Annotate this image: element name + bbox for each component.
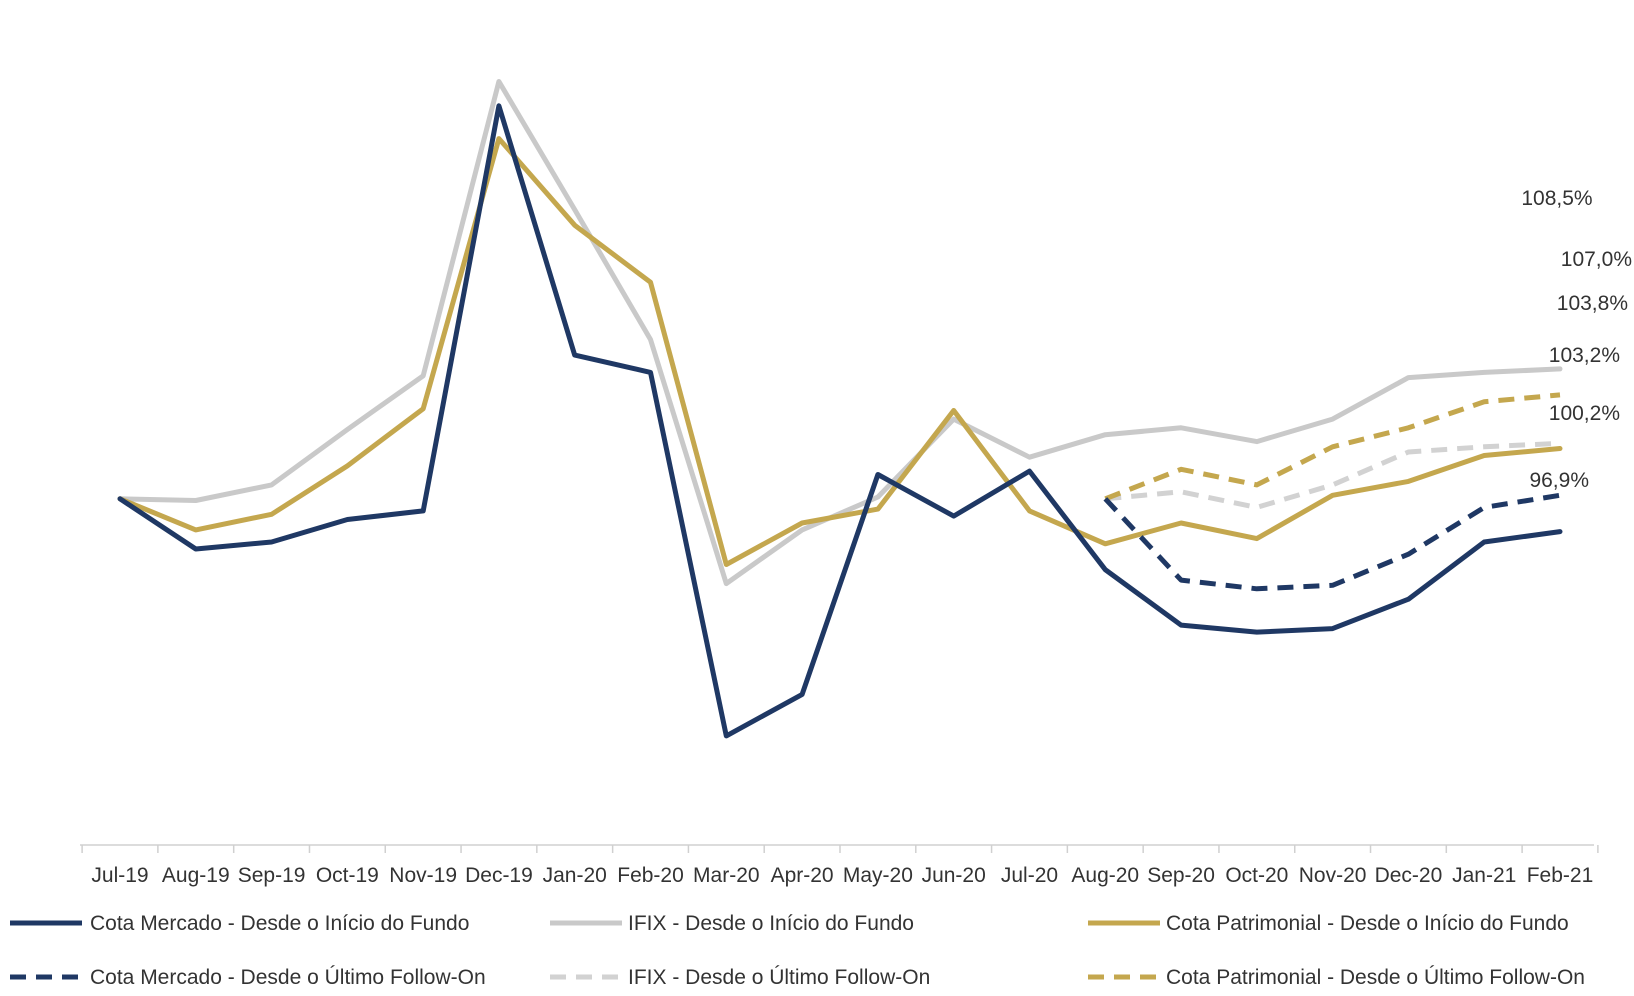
legend-label: Cota Mercado - Desde o Início do Fundo — [90, 912, 469, 935]
legend-item: Cota Mercado - Desde o Início do Fundo — [10, 912, 469, 935]
x-tick-label: Sep-20 — [1147, 864, 1215, 887]
x-tick-label: Jul-20 — [1001, 864, 1058, 887]
x-tick-label: Feb-20 — [617, 864, 684, 887]
x-tick-label: Apr-20 — [771, 864, 834, 887]
x-tick-label: Jan-21 — [1452, 864, 1516, 887]
x-tick-labels: Jul-19 Aug-19 Sep-19 Oct-19 Nov-19 Dec-19 Jan-… — [91, 864, 1593, 887]
legend: Cota Mercado - Desde o Início do Fundo IF… — [10, 912, 1585, 989]
series-3 — [117, 136, 1563, 567]
x-tick-label: Nov-19 — [389, 864, 457, 887]
legend-label: IFIX - Desde o Início do Fundo — [628, 912, 914, 935]
x-tick-label: Aug-19 — [162, 864, 230, 887]
series-line — [117, 79, 1563, 587]
x-tick-label: Feb-21 — [1527, 864, 1594, 887]
series-1 — [117, 103, 1563, 739]
legend-label: Cota Patrimonial - Desde o Início do Fun… — [1166, 912, 1569, 935]
x-tick-label: Aug-20 — [1071, 864, 1139, 887]
end-value-label: 103,8% — [1557, 292, 1628, 315]
legend-item: Cota Mercado - Desde o Último Follow-On — [10, 966, 486, 989]
series-line — [1103, 492, 1561, 592]
series-line — [117, 103, 1563, 739]
series-line — [1104, 392, 1561, 502]
x-tick-label: Nov-20 — [1299, 864, 1367, 887]
end-value-label: 108,5% — [1521, 187, 1592, 210]
legend-item: IFIX - Desde o Último Follow-On — [550, 966, 930, 989]
x-tick-marks — [81, 845, 1599, 853]
x-tick-label: Jun-20 — [922, 864, 986, 887]
legend-item: IFIX - Desde o Início do Fundo — [550, 912, 914, 935]
legend-item: Cota Patrimonial - Desde o Último Follow… — [1088, 966, 1585, 989]
end-labels: 108,5% 107,0% 103,8% 103,2% 100,2% 96,9% — [1521, 187, 1632, 492]
end-value-label: 96,9% — [1529, 469, 1589, 492]
x-tick-label: Oct-20 — [1225, 864, 1288, 887]
end-value-label: 100,2% — [1549, 402, 1620, 425]
x-tick-label: Jan-20 — [543, 864, 607, 887]
series-line — [117, 136, 1563, 567]
series-line — [1105, 440, 1561, 510]
x-tick-label: Dec-20 — [1375, 864, 1443, 887]
x-tick-label: Dec-19 — [465, 864, 533, 887]
series-5 — [1105, 440, 1561, 510]
x-tick-label: Mar-20 — [693, 864, 760, 887]
legend-label: Cota Mercado - Desde o Último Follow-On — [90, 966, 486, 989]
x-tick-label: May-20 — [843, 864, 913, 887]
legend-item: Cota Patrimonial - Desde o Início do Fun… — [1088, 912, 1569, 935]
series-2 — [117, 79, 1563, 587]
series-4 — [1103, 492, 1561, 592]
x-tick-label: Sep-19 — [238, 864, 306, 887]
series-layer — [117, 79, 1563, 739]
series-6 — [1104, 392, 1561, 502]
x-tick-label: Oct-19 — [316, 864, 379, 887]
legend-label: Cota Patrimonial - Desde o Último Follow… — [1166, 966, 1585, 989]
end-value-label: 103,2% — [1549, 344, 1620, 367]
end-value-label: 107,0% — [1561, 248, 1632, 271]
x-tick-label: Jul-19 — [91, 864, 148, 887]
legend-label: IFIX - Desde o Último Follow-On — [628, 966, 930, 989]
